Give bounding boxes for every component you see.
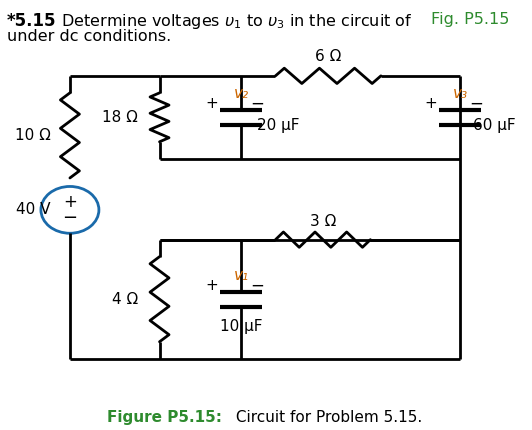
Text: −: −: [250, 94, 264, 112]
Text: 18 Ω: 18 Ω: [102, 110, 138, 125]
Text: 60 μF: 60 μF: [473, 118, 516, 133]
Text: Figure P5.15:: Figure P5.15:: [107, 410, 222, 425]
Text: −: −: [62, 209, 78, 227]
Text: v₁: v₁: [234, 268, 249, 283]
Text: −: −: [469, 94, 483, 112]
Text: 6 Ω: 6 Ω: [315, 49, 342, 64]
Text: Circuit for Problem 5.15.: Circuit for Problem 5.15.: [231, 410, 422, 425]
Text: +: +: [206, 96, 219, 111]
Text: +: +: [425, 96, 437, 111]
Text: −: −: [250, 276, 264, 294]
Text: v₃: v₃: [452, 86, 468, 101]
Text: +: +: [206, 278, 219, 293]
Text: v₂: v₂: [234, 86, 249, 101]
Text: *5.15: *5.15: [7, 12, 56, 30]
Text: 20 μF: 20 μF: [257, 118, 300, 133]
Text: under dc conditions.: under dc conditions.: [7, 29, 171, 44]
Text: 10 μF: 10 μF: [220, 319, 262, 335]
Text: 4 Ω: 4 Ω: [112, 292, 138, 307]
Text: 40 V: 40 V: [16, 203, 50, 218]
Text: +: +: [63, 193, 77, 211]
Text: Fig. P5.15: Fig. P5.15: [431, 12, 509, 27]
Text: Determine voltages $\upsilon_1$ to $\upsilon_3$ in the circuit of: Determine voltages $\upsilon_1$ to $\ups…: [52, 12, 413, 31]
Text: 3 Ω: 3 Ω: [310, 214, 336, 229]
Text: 10 Ω: 10 Ω: [15, 128, 51, 143]
